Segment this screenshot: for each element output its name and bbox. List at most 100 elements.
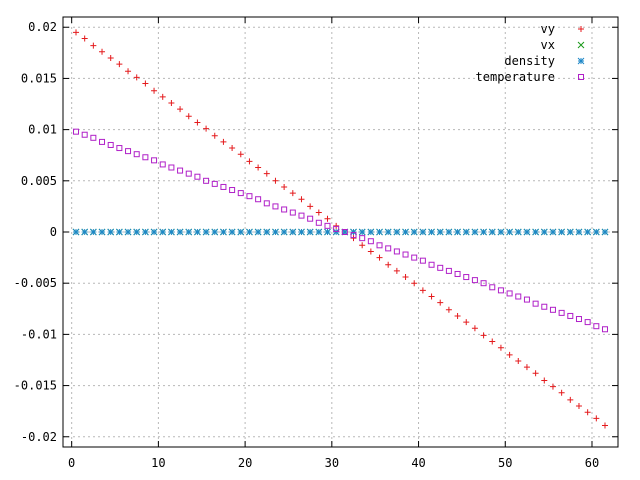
temperature-point [428, 261, 435, 268]
temperature-point [229, 187, 236, 194]
vy-point [575, 403, 582, 410]
legend-marker-temperature [578, 74, 584, 80]
temperature-point [411, 254, 418, 261]
density-point [237, 228, 245, 236]
vy-point [367, 248, 374, 255]
vy-point [237, 151, 244, 158]
vy-point [272, 177, 279, 184]
temperature-point [402, 251, 409, 258]
density-point [228, 228, 236, 236]
vy-point [601, 422, 608, 429]
density-point [384, 228, 392, 236]
legend-marker-vy [578, 26, 584, 32]
vy-point [558, 389, 565, 396]
density-point [376, 228, 383, 236]
temperature-point [541, 303, 548, 310]
density-point [332, 228, 340, 236]
vy-point [437, 299, 444, 306]
vy-point [229, 145, 236, 152]
temperature-point [133, 151, 140, 158]
y-tick-label: 0 [50, 225, 57, 239]
vy-point [463, 319, 470, 326]
density-point [350, 228, 357, 236]
density-point [211, 228, 219, 236]
vy-point [333, 222, 340, 229]
plot-border [62, 16, 619, 448]
density-point [410, 228, 418, 236]
density-point [202, 228, 210, 236]
density-point [367, 228, 375, 236]
density-point [558, 228, 565, 236]
vy-point [168, 100, 175, 106]
density-point [254, 228, 262, 236]
temperature-point [203, 177, 210, 184]
vy-point [359, 242, 366, 249]
temperature-point [263, 200, 270, 207]
vy-point [593, 415, 600, 422]
vy-point [255, 164, 262, 171]
density-point [393, 228, 401, 236]
vy-point [246, 158, 253, 165]
density-point [488, 228, 496, 236]
legend-label-temperature: temperature [476, 70, 555, 84]
legend-marker-density [577, 57, 585, 65]
temperature-point [272, 203, 279, 210]
x-tick-label: 40 [411, 456, 425, 470]
legend-label-vy: vy [541, 22, 555, 36]
temperature-point [480, 280, 487, 287]
density-point [454, 228, 461, 236]
y-tick-label: 0.02 [28, 20, 57, 34]
legend-label-density: density [504, 54, 555, 68]
density-point [575, 228, 583, 236]
vy-point [497, 344, 504, 351]
density-point [471, 228, 479, 236]
vy-point [185, 113, 192, 120]
density-point [419, 228, 427, 236]
temperature-point [575, 316, 582, 323]
density-point [540, 228, 548, 236]
vy-point [99, 48, 106, 55]
temperature-point [341, 229, 348, 235]
density-point [445, 228, 453, 236]
vy-point [194, 119, 201, 126]
temperature-point [281, 206, 288, 213]
density-point [98, 228, 106, 236]
temperature-point [211, 180, 218, 187]
temperature-point [246, 193, 253, 200]
density-point [306, 228, 314, 236]
temperature-point [376, 242, 383, 249]
density-point [428, 228, 435, 236]
density-point [523, 228, 531, 236]
density-point [480, 228, 487, 236]
density-point [341, 228, 349, 236]
vy-point [567, 396, 574, 403]
vy-point [402, 274, 409, 281]
temperature-point [506, 290, 513, 297]
y-tick-label: 0.015 [21, 71, 57, 85]
vy-point [584, 409, 591, 416]
temperature-point [471, 277, 478, 284]
density-point [592, 228, 600, 236]
temperature-point [367, 238, 374, 245]
density-point [142, 228, 149, 236]
density-point [402, 228, 409, 236]
vy-point [281, 183, 288, 190]
temperature-point [315, 219, 322, 226]
density-point [107, 228, 115, 236]
density-point [358, 228, 366, 236]
density-point [168, 228, 175, 236]
vy-point [298, 196, 305, 203]
temperature-point [515, 293, 522, 300]
vy-point [523, 364, 530, 371]
temperature-point [497, 287, 504, 294]
temperature-point [99, 138, 106, 145]
vy-point [73, 29, 80, 36]
vy-point [454, 312, 461, 319]
vy-point [489, 338, 496, 345]
density-point [549, 228, 557, 236]
temperature-point [90, 134, 97, 141]
x-tick-label: 20 [238, 456, 252, 470]
x-tick-label: 0 [68, 456, 75, 470]
temperature-point [255, 196, 262, 203]
